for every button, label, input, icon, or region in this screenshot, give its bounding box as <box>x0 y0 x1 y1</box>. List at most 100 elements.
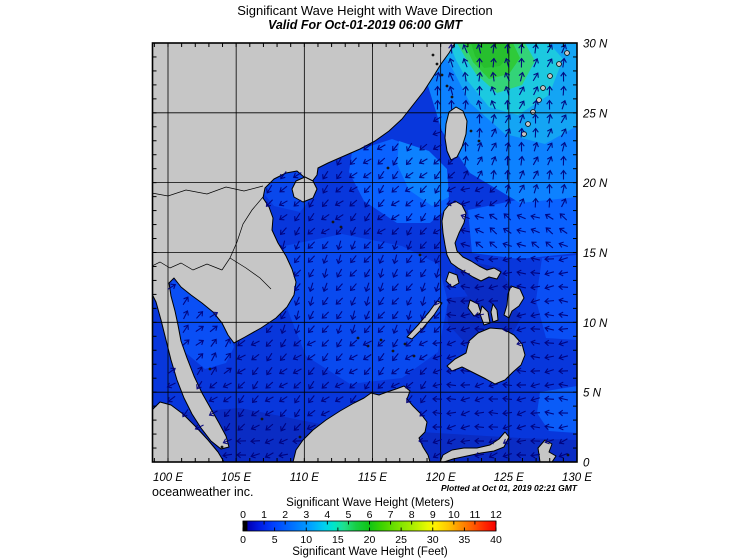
wave-direction-arrow <box>502 409 513 417</box>
wave-direction-arrow <box>432 144 442 151</box>
wave-direction-arrow <box>390 200 400 207</box>
wave-direction-arrow <box>460 340 471 347</box>
wave-direction-arrow <box>377 339 386 347</box>
meters-tick-label: 8 <box>409 509 415 521</box>
wave-direction-arrow <box>222 382 232 389</box>
wave-direction-arrow <box>419 255 428 263</box>
meters-tick-label: 11 <box>469 509 480 521</box>
wave-direction-arrow <box>530 451 541 459</box>
wave-direction-arrow <box>320 410 330 417</box>
wave-direction-arrow <box>336 171 343 180</box>
wave-direction-arrow <box>558 367 569 375</box>
meters-tick-label: 5 <box>345 509 351 521</box>
patch-right-mid-light <box>536 255 577 340</box>
longitude-axis-labels: 100 E 105 E 110 E 115 E 120 E 125 E 130 E <box>153 472 592 484</box>
wave-direction-arrow <box>167 283 177 290</box>
wave-direction-arrow <box>194 424 204 431</box>
wave-direction-arrow <box>224 352 231 361</box>
wave-direction-arrow <box>544 368 554 375</box>
wave-direction-arrow <box>405 157 413 166</box>
wave-direction-arrow <box>446 354 456 361</box>
wave-direction-arrow <box>322 241 329 250</box>
wave-direction-arrow <box>404 368 414 375</box>
wave-direction-arrow <box>544 270 554 277</box>
wave-direction-arrow <box>502 381 513 389</box>
wave-direction-arrow <box>460 227 471 234</box>
wave-direction-arrow <box>195 325 204 333</box>
wave-direction-arrow <box>392 311 399 320</box>
wave-direction-arrow <box>434 268 441 279</box>
wave-direction-arrow <box>196 380 203 390</box>
wave-direction-arrow <box>532 156 539 166</box>
wave-direction-arrow <box>544 354 555 361</box>
wave-direction-arrow <box>336 254 343 265</box>
wave-direction-arrow <box>433 325 442 333</box>
wave-direction-arrow <box>392 338 399 348</box>
lon-label: 120 E <box>426 472 456 484</box>
wave-direction-arrow <box>363 227 372 235</box>
wave-direction-arrow <box>558 438 568 445</box>
wave-direction-arrow <box>250 437 261 445</box>
wave-direction-arrow <box>516 410 526 417</box>
wave-direction-arrow <box>502 227 512 234</box>
wave-direction-arrow <box>560 44 567 54</box>
wave-direction-arrow <box>532 170 539 180</box>
ryukyu-islet <box>530 109 536 115</box>
wave-direction-arrow <box>308 395 315 404</box>
wave-direction-arrow <box>376 144 386 151</box>
wave-direction-arrow <box>350 226 357 236</box>
wave-direction-arrow <box>321 214 330 221</box>
wave-direction-arrow <box>349 339 358 347</box>
sulawesi-island <box>439 431 510 462</box>
wave-direction-arrow <box>446 297 456 304</box>
wave-direction-arrow <box>434 71 441 82</box>
wave-direction-arrow <box>533 86 539 96</box>
wave-direction-arrow <box>278 382 288 389</box>
wave-direction-arrow <box>322 184 329 194</box>
reef-speck <box>469 129 473 133</box>
wave-direction-arrow <box>476 43 483 54</box>
wave-direction-arrow <box>182 408 189 418</box>
wave-direction-arrow <box>280 310 287 320</box>
wave-direction-arrow <box>335 283 343 291</box>
wave-direction-arrow <box>502 424 512 431</box>
wave-direction-arrow <box>406 324 413 335</box>
wave-direction-arrow <box>446 438 456 445</box>
wave-direction-arrow <box>405 381 414 389</box>
wave-direction-arrow <box>516 269 527 276</box>
wave-direction-arrow <box>307 353 316 361</box>
wave-direction-arrow <box>516 312 526 319</box>
wave-direction-arrow <box>460 200 470 207</box>
luzon-island <box>441 200 502 282</box>
wave-direction-arrow <box>208 410 218 417</box>
meters-tick-label: 3 <box>303 509 309 521</box>
wave-direction-arrow <box>236 354 246 361</box>
sumatra-island <box>152 401 225 462</box>
wave-direction-arrow <box>350 395 357 404</box>
wave-direction-arrow <box>335 353 343 362</box>
wave-direction-arrow <box>222 451 233 459</box>
wave-direction-arrow <box>516 283 527 290</box>
wave-direction-arrow <box>516 326 526 333</box>
wave-direction-arrow <box>266 352 273 362</box>
wave-direction-arrow <box>546 85 553 96</box>
wave-direction-arrow <box>223 395 232 403</box>
wave-direction-arrow <box>530 325 541 333</box>
wave-direction-arrow <box>335 185 344 193</box>
wave-direction-arrow <box>544 311 555 319</box>
wave-direction-arrow <box>561 198 567 208</box>
wave-direction-arrow <box>392 268 399 278</box>
wave-direction-arrow <box>390 214 400 221</box>
wave-direction-arrow <box>530 396 540 403</box>
wave-direction-arrow <box>322 352 329 362</box>
wave-direction-arrow <box>502 269 513 277</box>
wave-direction-arrow <box>490 57 497 68</box>
wave-direction-arrow <box>490 142 497 152</box>
wave-direction-arrow <box>532 197 539 208</box>
wave-direction-arrow <box>532 127 539 138</box>
wave-direction-arrow <box>251 353 260 361</box>
wave-direction-arrow <box>434 282 441 293</box>
wave-direction-arrow <box>294 394 301 404</box>
lat-label: 10 N <box>583 318 608 330</box>
